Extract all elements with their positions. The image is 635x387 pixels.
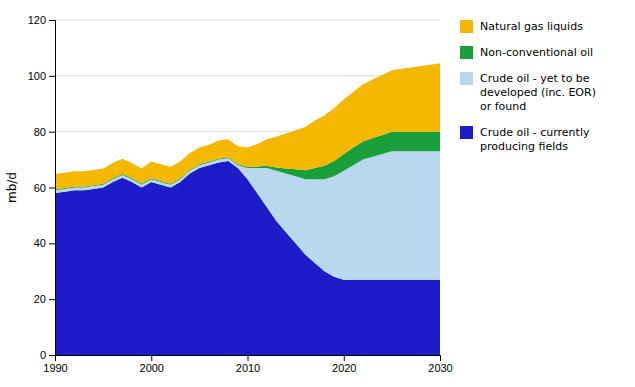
axis-line [49, 21, 56, 356]
tick-mark [151, 355, 152, 361]
tick: 0 [40, 349, 55, 361]
tick: 120 [28, 14, 55, 26]
tick: 60 [34, 182, 55, 194]
legend-item: Crude oil - yet to bedeveloped (inc. EOR… [460, 72, 596, 113]
plot: 1990 2000 2010 2020 2030 0 20 40 60 80 100 120 [28, 14, 453, 374]
tick: 20 [34, 293, 55, 305]
tick-mark [49, 20, 55, 21]
y-axis: 0 20 40 60 80 100 120 [28, 14, 56, 361]
x-axis: 1990 2000 2010 2020 2030 [43, 355, 452, 374]
legend-swatch [460, 46, 473, 59]
grid [55, 20, 440, 355]
tick: 2010 [236, 355, 260, 374]
tick-label: 2000 [140, 362, 164, 374]
legend-swatch [460, 72, 473, 85]
tick-mark [49, 76, 55, 77]
tick-label: 1990 [43, 362, 67, 374]
grid-line [55, 20, 440, 21]
tick: 1990 [43, 355, 67, 374]
tick: 2020 [332, 355, 356, 374]
tick: 80 [34, 126, 55, 138]
axis-line [56, 356, 441, 362]
tick-mark [49, 299, 55, 300]
legend-label: Natural gas liquids [480, 20, 583, 33]
tick-label: 0 [40, 349, 46, 361]
tick-label: 20 [34, 293, 46, 305]
legend-label: Non-conventional oil [480, 46, 593, 59]
tick-mark [49, 355, 55, 356]
legend: Natural gas liquids Non-conventional oil C… [460, 20, 596, 153]
tick: 2030 [428, 355, 452, 374]
tick-mark [49, 243, 55, 244]
tick-mark [248, 355, 249, 361]
area [55, 63, 440, 189]
tick-mark [49, 188, 55, 189]
tick-label: 40 [34, 237, 46, 249]
tick-label: 80 [34, 126, 46, 138]
legend-label: Crude oil - currentlyproducing fields [480, 126, 590, 153]
chart: 1990 2000 2010 2020 2030 0 20 40 60 80 100 120 mb/d N… [0, 0, 635, 387]
y-axis-label: mb/d [5, 172, 19, 203]
tick-mark [440, 355, 441, 361]
tick-label: 120 [28, 14, 46, 26]
legend-item: Non-conventional oil [460, 46, 593, 59]
legend-item: Crude oil - currentlyproducing fields [460, 126, 590, 153]
tick-label: 60 [34, 182, 46, 194]
tick-label: 2020 [332, 362, 356, 374]
tick: 100 [28, 70, 55, 82]
legend-swatch [460, 126, 473, 139]
tick: 40 [34, 237, 55, 249]
legend-item: Natural gas liquids [460, 20, 583, 33]
areas [55, 63, 440, 355]
legend-swatch [460, 20, 473, 33]
tick-label: 2010 [236, 362, 260, 374]
tick-mark [344, 355, 345, 361]
legend-label: Crude oil - yet to bedeveloped (inc. EOR… [480, 72, 596, 113]
tick-label: 100 [28, 70, 46, 82]
tick-label: 2030 [428, 362, 452, 374]
tick-mark [49, 132, 55, 133]
tick: 2000 [140, 355, 164, 374]
